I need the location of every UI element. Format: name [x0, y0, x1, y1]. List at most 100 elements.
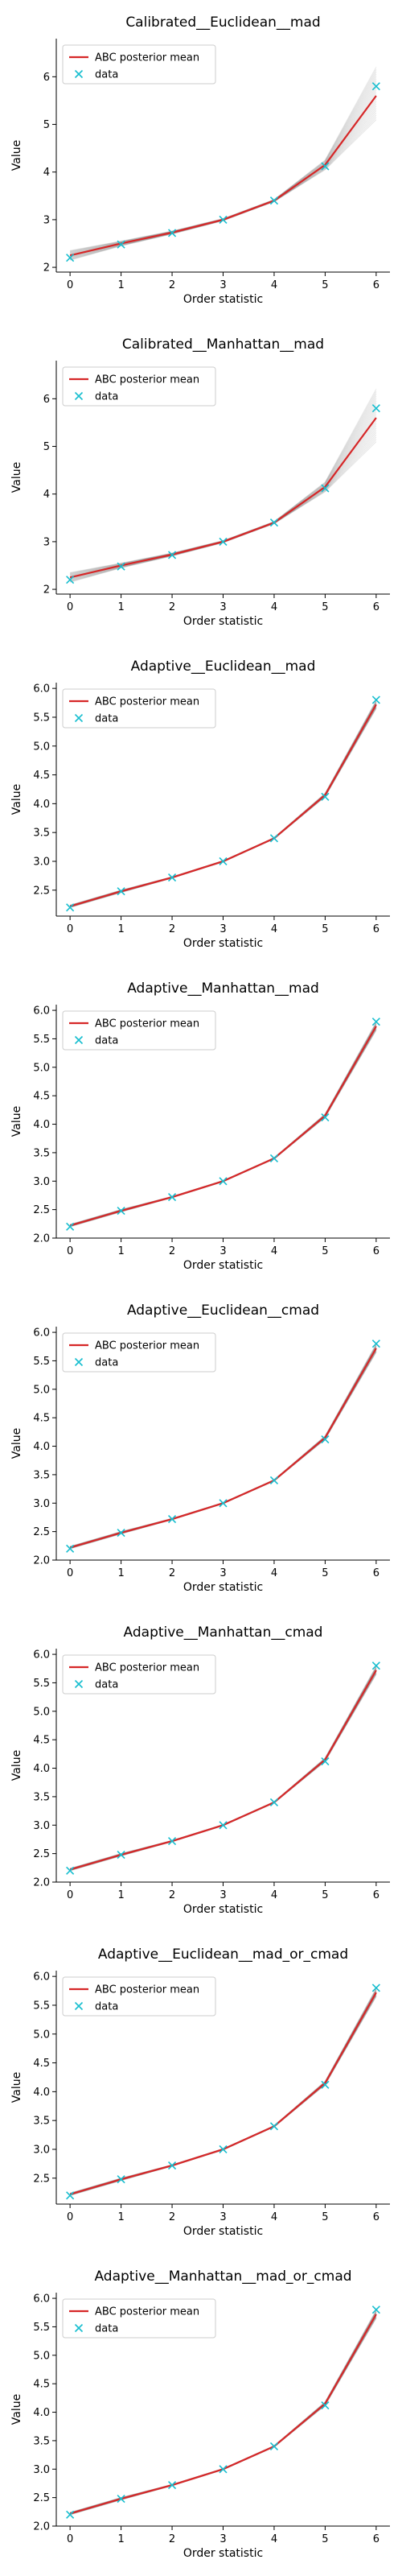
data-point-marker: [269, 2442, 279, 2451]
x-tick-label: 6: [373, 1245, 379, 1257]
y-tick-label: 5.5: [33, 1678, 50, 1690]
x-tick-label: 4: [271, 1567, 277, 1579]
y-tick-label: 3.5: [33, 1469, 50, 1481]
x-tick-label: 4: [271, 1245, 277, 1257]
x-tick-label: 1: [117, 1245, 124, 1257]
marker-stroke: [219, 215, 228, 224]
posterior-sample-line: [69, 2316, 377, 2515]
posterior-sample-line: [69, 1666, 377, 1869]
legend-entry-label: ABC posterior mean: [95, 1984, 199, 1996]
posterior-sample-line: [69, 701, 377, 906]
series-line-posterior-mean: [69, 704, 377, 907]
series-line-posterior-mean: [69, 1348, 377, 1549]
y-tick-label: 6.0: [33, 1649, 50, 1662]
marker-stroke: [321, 1435, 330, 1444]
posterior-sample-line: [69, 701, 377, 906]
x-tick-label: 0: [67, 279, 73, 291]
legend-box: [62, 688, 216, 729]
x-tick-label: 2: [169, 1567, 175, 1579]
posterior-sample-line: [69, 702, 377, 906]
posterior-sample-line: [70, 389, 377, 573]
posterior-sample-line: [69, 1674, 377, 1872]
marker-stroke: [371, 82, 380, 91]
x-tick-label: 2: [169, 1245, 175, 1257]
y-tick-label: 4.0: [33, 1119, 50, 1131]
marker-stroke: [219, 2145, 228, 2154]
data-point-marker: [117, 887, 125, 896]
legend-swatch-marker: [74, 2323, 84, 2333]
x-tick-label: 0: [67, 1245, 73, 1257]
legend: ABC posterior mean data: [62, 44, 216, 85]
chart-svg: Adaptive__Euclidean__mad 0 1 2 3 4 5 6 2.5 3.0 3.5…: [10, 658, 390, 950]
posterior-sample-line: [69, 1988, 377, 2194]
posterior-sample-line: [69, 431, 377, 581]
y-tick-label: 3.0: [33, 856, 50, 868]
posterior-sample-line: [70, 400, 377, 576]
posterior-sample-line: [69, 707, 377, 908]
posterior-sample-line: [70, 402, 377, 576]
chart-title: Adaptive__Manhattan__mad: [127, 980, 319, 997]
posterior-sample-line: [69, 1030, 377, 1228]
y-axis-label: Value: [10, 140, 23, 171]
posterior-sample-line: [69, 114, 377, 260]
marker-stroke: [66, 254, 75, 262]
y-tick-label: 5.0: [33, 2029, 50, 2041]
x-tick-label: 4: [271, 601, 277, 613]
legend-entry-label: ABC posterior mean: [95, 1018, 199, 1030]
posterior-sample-line: [69, 420, 377, 580]
x-tick-label: 1: [117, 923, 124, 935]
y-tick-label: 6: [43, 72, 50, 84]
x-tick-label: 1: [117, 279, 124, 291]
x-tick-label: 0: [67, 1889, 73, 1901]
data-point-marker: [167, 2161, 177, 2170]
chart-svg: Calibrated__Manhattan__mad 0 1 2 3 4 5 6 2 3 4 5 6 Or…: [10, 336, 390, 628]
posterior-sample-line: [70, 407, 377, 577]
posterior-sample-line: [69, 1992, 377, 2195]
chart-svg: Calibrated__Euclidean__mad 0 1 2 3 4 5 6 2 3 4 5 6 Or…: [10, 14, 390, 306]
y-tick-label: 2.5: [33, 1526, 50, 1538]
marker-stroke: [371, 2306, 380, 2314]
posterior-sample-line: [69, 2318, 377, 2516]
posterior-sample-line: [69, 1668, 377, 1870]
posterior-sample-line: [69, 117, 377, 261]
y-tick-label: 2.0: [33, 2521, 50, 2533]
chart-panel: Calibrated__Euclidean__mad 0 1 2 3 4 5 6 2 3 4 5 6 Or…: [0, 0, 402, 322]
posterior-sample-line: [69, 1992, 377, 2195]
posterior-sample-line: [69, 702, 377, 906]
legend-box: [62, 2298, 216, 2339]
marker-stroke: [117, 1850, 125, 1860]
marker-stroke: [167, 1515, 177, 1524]
y-tick-label: 3.5: [33, 1791, 50, 1803]
posterior-sample-line: [69, 2314, 377, 2515]
data-point-marker: [66, 903, 75, 912]
posterior-sample-line: [69, 1671, 377, 1871]
x-tick-label: 5: [322, 2211, 328, 2223]
x-tick-label: 5: [322, 1245, 328, 1257]
legend-entry-label: ABC posterior mean: [95, 374, 199, 386]
data-point-marker: [66, 576, 75, 584]
posterior-sample-line: [69, 704, 377, 907]
posterior-sample-line: [69, 1992, 377, 2195]
posterior-sample-line: [69, 1346, 377, 1548]
data-point-marker: [167, 1515, 177, 1524]
legend: ABC posterior mean data: [62, 1332, 216, 1373]
x-tick-label: 2: [169, 1889, 175, 1901]
x-tick-label: 6: [373, 923, 379, 935]
marker-stroke: [269, 518, 279, 527]
legend-swatch-marker: [74, 1679, 84, 1689]
posterior-sample-line: [69, 1667, 377, 1870]
y-tick-label: 3.5: [33, 2435, 50, 2447]
data-point-marker: [66, 1544, 75, 1553]
posterior-sample-line: [69, 1349, 377, 1549]
posterior-sample-line: [69, 708, 377, 908]
x-tick-label: 6: [373, 1567, 379, 1579]
posterior-sample-line: [69, 1996, 377, 2196]
y-axis-label: Value: [10, 2394, 23, 2425]
posterior-sample-line: [69, 1990, 377, 2194]
y-tick-label: 6.0: [33, 2293, 50, 2306]
posterior-sample-line: [69, 1025, 377, 1226]
posterior-sample-line: [69, 1995, 377, 2196]
data-point-marker: [321, 1435, 330, 1444]
marker-stroke: [117, 2175, 125, 2184]
x-tick-label: 5: [322, 601, 328, 613]
